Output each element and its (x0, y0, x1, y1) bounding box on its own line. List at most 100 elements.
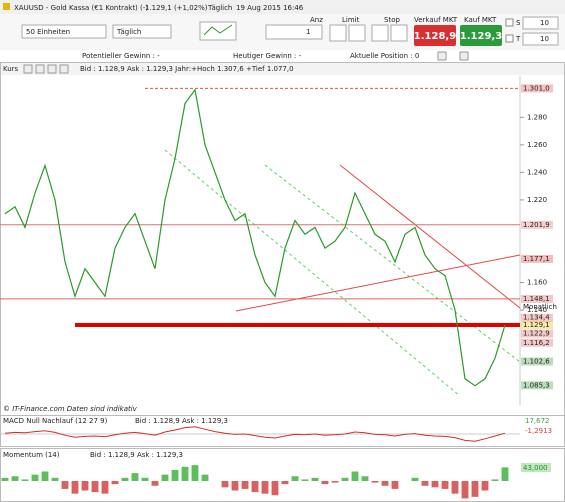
level-tag (521, 313, 553, 322)
buy-price: 1.129,3 (460, 31, 502, 42)
potential-profit: Potentieller Gewinn : - (82, 52, 160, 60)
momentum-bar (351, 471, 359, 481)
y-tick-label: 1.280 (527, 113, 547, 121)
level-label: 1.134,4 (523, 314, 550, 322)
momentum-bar (391, 481, 399, 489)
momentum-bar (61, 481, 69, 489)
level-tag (521, 357, 553, 366)
momentum-bar (161, 474, 169, 481)
momentum-bar (501, 467, 509, 481)
interval: Täglich (116, 28, 141, 36)
momentum-bar (461, 481, 469, 499)
momentum-bar (371, 481, 379, 483)
last-price: 1.129,1 (+1,02%) (145, 4, 208, 12)
momentum-bar (341, 477, 349, 481)
momentum-bar (41, 471, 49, 481)
level-tag (521, 321, 553, 330)
chart-type-icon (203, 24, 233, 36)
qty-label: Anz (310, 16, 323, 24)
level-label: 1.301,0 (523, 84, 550, 92)
momentum-bar (131, 473, 139, 481)
momentum-bar (481, 481, 489, 491)
momentum-bar (251, 481, 259, 493)
title-bar (0, 0, 565, 14)
momentum-bar (271, 481, 279, 496)
momentum-bar (171, 469, 179, 481)
price-header (1, 63, 564, 75)
y-tick-label: 1.160 (527, 278, 547, 286)
s-input[interactable] (522, 16, 559, 30)
momentum-tag (521, 463, 551, 472)
sell-price: 1.128,9 (414, 31, 456, 42)
panel-icon[interactable] (23, 64, 33, 74)
momentum-bar (421, 481, 429, 486)
level-label: 1.116,2 (523, 339, 550, 347)
stop-sell[interactable] (390, 24, 408, 42)
app-icon (3, 3, 10, 10)
momentum-bar (321, 481, 329, 485)
qty-input[interactable] (265, 24, 323, 40)
price-quote: Bid : 1.128,9 Ask : 1.129,3 Jahr:+Hoch 1… (80, 65, 294, 73)
panel-icon[interactable] (35, 64, 45, 74)
t-input[interactable] (522, 32, 559, 46)
momentum-upper: 43,000 (523, 464, 548, 472)
momentum-bar (51, 477, 59, 481)
monthly-label: Monatlich (523, 303, 557, 311)
momentum-bar (181, 466, 189, 481)
level-tag (521, 220, 553, 229)
limit-sell[interactable] (348, 24, 366, 42)
momentum-bar (471, 481, 479, 497)
momentum-bar (121, 477, 129, 481)
t-value: 10 (540, 35, 549, 43)
level-label: 1.201,9 (523, 221, 550, 229)
limit-label: Limit (342, 16, 360, 24)
momentum-bar (361, 476, 369, 481)
level-tag (521, 254, 553, 263)
stop-buy[interactable] (371, 24, 389, 42)
units-select[interactable] (21, 24, 107, 39)
buy-label: Kauf MKT (464, 16, 497, 24)
momentum-bar (101, 481, 109, 494)
level-tag (521, 338, 553, 347)
buy-button[interactable] (460, 25, 502, 46)
level-tag (521, 84, 553, 93)
position-icon[interactable] (437, 51, 447, 61)
qty: 1 (306, 28, 310, 36)
momentum-label: Momentum (14) (3, 451, 60, 459)
interval-select[interactable] (112, 24, 172, 39)
y-tick-label: 1.260 (527, 141, 547, 149)
y-tick-label: 1.240 (527, 168, 547, 176)
momentum-bar (71, 481, 79, 494)
period: Täglich (207, 4, 232, 12)
panel-icon[interactable] (47, 64, 57, 74)
symbol: XAUUSD - Gold Kassa (€1 Kontrakt) (-) (14, 4, 148, 12)
momentum-bar (11, 476, 19, 481)
momentum-bar (21, 479, 29, 481)
y-tick-label: 1.220 (527, 196, 547, 204)
today-profit: Heutiger Gewinn : - (233, 52, 302, 60)
momentum-quote: Bid : 1.128,9 Ask : 1.129,3 (90, 451, 183, 459)
position-icon[interactable] (459, 51, 469, 61)
sell-button[interactable] (414, 25, 456, 46)
t-checkbox[interactable] (505, 34, 514, 43)
momentum-bar (81, 481, 89, 491)
level-label: 1.129,1 (523, 321, 550, 329)
price-panel-label: Kurs (3, 65, 19, 73)
channel-line (164, 149, 461, 397)
price-line (4, 88, 506, 387)
level-label: 1.122,9 (523, 330, 550, 338)
stop-label: Stop (384, 16, 400, 24)
level-tag (521, 381, 553, 390)
s-checkbox[interactable] (505, 18, 514, 27)
y-tick-label: 1.140 (527, 306, 547, 314)
level-label: 1.177,1 (523, 255, 550, 263)
s-value: 10 (540, 19, 549, 27)
momentum-bar (201, 474, 209, 481)
trend-line (339, 164, 521, 309)
limit-buy[interactable] (329, 24, 347, 42)
momentum-bar (451, 481, 459, 494)
position: Aktuelle Position : 0 (350, 52, 419, 60)
level-tag (521, 294, 553, 303)
panel-icon[interactable] (59, 64, 69, 74)
